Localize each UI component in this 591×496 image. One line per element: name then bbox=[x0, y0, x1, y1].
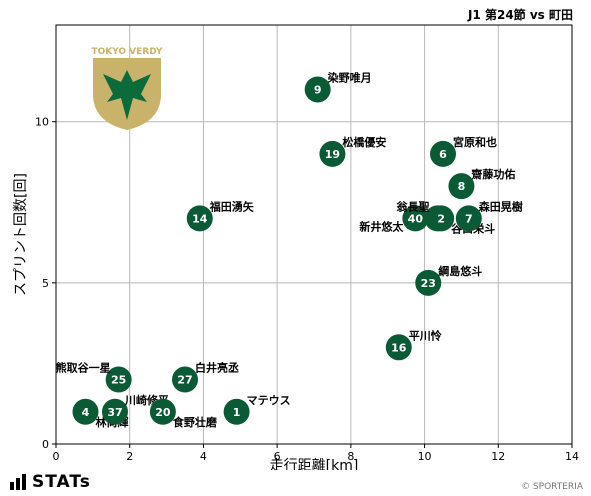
y-tick-label: 10 bbox=[35, 116, 49, 129]
player-number: 25 bbox=[111, 374, 126, 387]
player-number: 16 bbox=[391, 341, 407, 354]
brand-text: STATs bbox=[32, 472, 91, 492]
player-number: 14 bbox=[192, 212, 208, 225]
player-number: 7 bbox=[465, 212, 473, 225]
y-tick-label: 5 bbox=[42, 277, 49, 290]
player-number: 19 bbox=[325, 148, 340, 161]
x-tick-label: 0 bbox=[53, 450, 60, 463]
player-point bbox=[402, 205, 429, 232]
player-point bbox=[304, 76, 331, 103]
copyright: © SPORTERIA bbox=[521, 482, 583, 492]
player-point bbox=[319, 140, 346, 167]
x-tick-label: 12 bbox=[491, 450, 505, 463]
player-number: 1 bbox=[233, 406, 241, 419]
player-point bbox=[430, 140, 456, 167]
x-axis-label: 走行距離[km] bbox=[270, 457, 359, 470]
player-name-label: 新井悠太 bbox=[359, 219, 404, 233]
x-tick-label: 2 bbox=[126, 450, 133, 463]
player-number: 8 bbox=[458, 180, 466, 193]
x-tick-label: 14 bbox=[565, 450, 579, 463]
stats-brand: STATs bbox=[10, 472, 91, 492]
player-number: 2 bbox=[437, 212, 445, 225]
player-name-label: 熊取谷一星 bbox=[56, 361, 111, 375]
eagle-icon bbox=[103, 70, 151, 120]
player-name-label: 染野唯月 bbox=[328, 70, 372, 84]
player-number: 23 bbox=[421, 277, 436, 290]
player-name-label: 宮原和也 bbox=[453, 135, 497, 149]
player-name-label: 森田晃樹 bbox=[479, 199, 523, 213]
chart-title: J1 第24節 vs 町田 bbox=[467, 8, 573, 22]
x-tick-label: 8 bbox=[347, 450, 354, 463]
player-name-label: 福田湧矢 bbox=[209, 199, 255, 213]
player-name-label: 松橋優安 bbox=[342, 135, 386, 149]
player-point bbox=[448, 173, 475, 200]
player-point bbox=[149, 398, 176, 425]
player-number: 27 bbox=[177, 374, 192, 387]
y-axis-label: スプリント回数[回] bbox=[13, 173, 29, 296]
player-name-label: 齋藤功佑 bbox=[470, 167, 515, 181]
player-point bbox=[385, 334, 412, 361]
player-number: 40 bbox=[408, 212, 424, 225]
player-number: 6 bbox=[439, 148, 447, 161]
player-point bbox=[455, 205, 482, 232]
player-point bbox=[101, 398, 128, 425]
player-name-label: 綱島悠斗 bbox=[438, 264, 482, 278]
player-point bbox=[186, 205, 213, 232]
player-point bbox=[105, 366, 132, 393]
player-number: 9 bbox=[314, 83, 322, 96]
player-number: 37 bbox=[107, 406, 122, 419]
player-name-label: マテウス bbox=[247, 394, 291, 407]
y-tick-label: 0 bbox=[42, 438, 49, 451]
player-number: 20 bbox=[155, 406, 171, 419]
player-point bbox=[223, 398, 250, 425]
player-name-label: 食野壮磨 bbox=[173, 415, 218, 429]
player-name-label: 平川怜 bbox=[409, 328, 442, 342]
player-point bbox=[428, 205, 455, 232]
crest-text: TOKYO VERDY bbox=[91, 47, 163, 57]
player-point bbox=[415, 269, 442, 296]
player-name-label: 白井亮丞 bbox=[195, 361, 239, 375]
x-tick-label: 6 bbox=[274, 450, 281, 463]
player-point bbox=[72, 398, 99, 425]
stats-logo-icon bbox=[10, 474, 26, 490]
x-tick-label: 4 bbox=[200, 450, 207, 463]
player-name-label: 翁長聖 bbox=[396, 199, 429, 213]
player-point bbox=[172, 366, 198, 393]
plot-frame bbox=[55, 24, 573, 445]
x-tick-label: 10 bbox=[418, 450, 432, 463]
player-number: 4 bbox=[82, 406, 90, 419]
